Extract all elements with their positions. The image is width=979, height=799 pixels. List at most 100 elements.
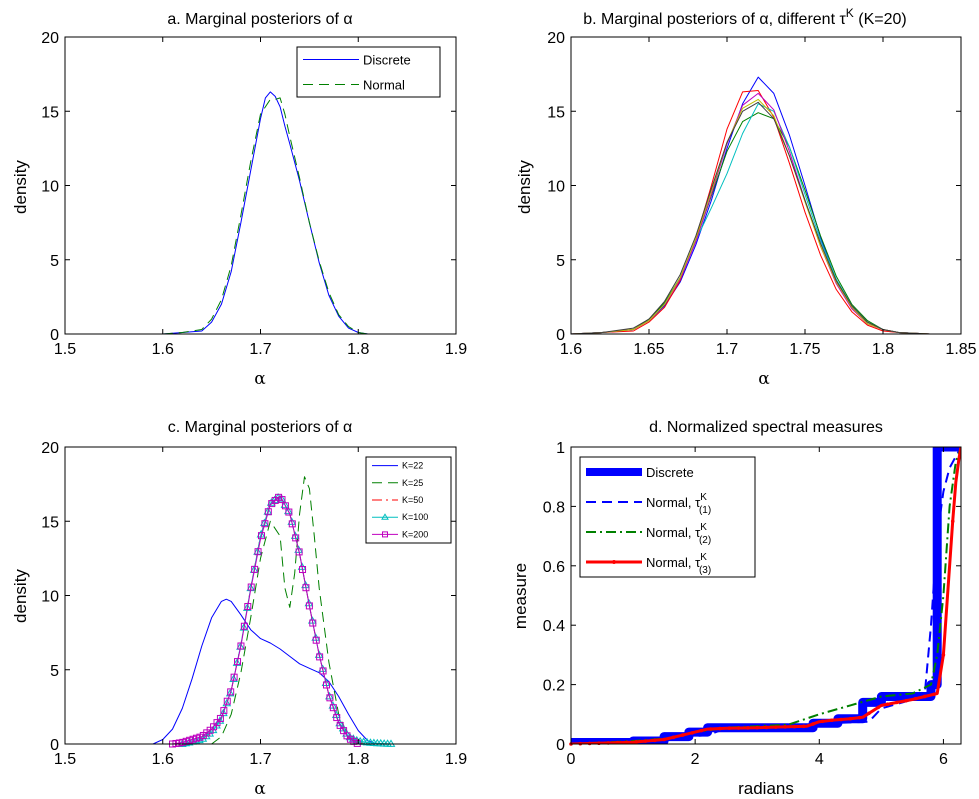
series-marker-square bbox=[319, 667, 327, 675]
y-tick-label: 5 bbox=[50, 253, 59, 270]
series-marker-triangle bbox=[222, 698, 232, 707]
series-marker-square bbox=[292, 534, 300, 542]
legend-label-sup: K bbox=[700, 552, 707, 563]
legend-label-sub: (2) bbox=[699, 535, 711, 546]
series-marker-dot bbox=[587, 741, 592, 746]
series-marker-triangle bbox=[283, 506, 293, 515]
legend-label: K=100 bbox=[402, 512, 428, 522]
series-line bbox=[182, 495, 393, 744]
x-tick-label: 1.8 bbox=[872, 341, 894, 358]
legend-label: Normal, τK (1) bbox=[646, 492, 711, 516]
series-marker-dot bbox=[774, 725, 778, 729]
series-marker-dot bbox=[736, 726, 741, 730]
legend-label-text: K=22 bbox=[402, 461, 423, 471]
panel-a: a. Marginal posteriors of α α density 1.… bbox=[11, 11, 467, 389]
legend-label: Normal bbox=[363, 78, 405, 93]
series-line bbox=[571, 101, 930, 334]
x-tick-label: 1.6 bbox=[560, 341, 582, 358]
legend-label-text: Discrete bbox=[646, 465, 694, 480]
series-marker-triangle bbox=[195, 735, 204, 744]
x-tick-label: 1.7 bbox=[249, 341, 271, 358]
series-line bbox=[571, 103, 930, 334]
x-tick-label: 1.8 bbox=[347, 341, 369, 358]
series-marker-square bbox=[257, 532, 265, 540]
x-tick-label: 1.7 bbox=[716, 341, 738, 358]
panel-d: d. Normalized spectral measures radians … bbox=[511, 419, 962, 798]
series-marker-square bbox=[223, 697, 231, 705]
series-marker-dot bbox=[727, 726, 732, 730]
y-tick-label: 20 bbox=[547, 30, 565, 47]
series-marker-dot bbox=[950, 519, 955, 524]
series-marker-dot bbox=[708, 727, 713, 731]
series-marker-triangle bbox=[280, 500, 290, 508]
x-tick-label: 1.5 bbox=[54, 751, 76, 768]
series-marker-dot bbox=[820, 719, 825, 724]
series-marker-square bbox=[244, 602, 252, 610]
series-marker-dot bbox=[792, 724, 797, 729]
legend-label: Discrete bbox=[363, 53, 411, 68]
legend-label-text: Normal, τ bbox=[646, 525, 701, 540]
series-marker-square bbox=[247, 583, 255, 591]
series-marker-square bbox=[264, 508, 272, 516]
series-marker-dot bbox=[829, 718, 834, 723]
y-tick-label: 10 bbox=[41, 589, 59, 606]
panel-b-title-main: b. Marginal posteriors of α, different τ bbox=[583, 11, 846, 28]
y-tick-label: 0.6 bbox=[543, 559, 565, 576]
y-tick-label: 0 bbox=[50, 327, 59, 344]
series-marker-square bbox=[309, 619, 317, 627]
y-tick-label: 20 bbox=[41, 30, 59, 47]
y-tick-label: 0 bbox=[556, 327, 565, 344]
series-marker-square bbox=[230, 673, 238, 681]
series-marker-dot bbox=[783, 725, 787, 729]
series-line bbox=[162, 97, 369, 334]
series-marker-square bbox=[237, 642, 245, 650]
series-marker-dot bbox=[848, 716, 853, 721]
panel-c-xlabel: α bbox=[254, 779, 266, 799]
x-tick-label: 6 bbox=[939, 751, 948, 768]
y-tick-label: 0.8 bbox=[543, 499, 565, 516]
y-tick-label: 1 bbox=[556, 440, 565, 457]
x-tick-label: 0 bbox=[567, 751, 576, 768]
series-marker-dot bbox=[746, 726, 750, 730]
series-line bbox=[152, 598, 378, 744]
panel-d-xlabel: radians bbox=[738, 779, 794, 798]
legend-label: K=22 bbox=[402, 461, 423, 471]
panel-a-ylabel: density bbox=[11, 160, 30, 214]
series-marker-square bbox=[261, 520, 269, 528]
series-marker-dot bbox=[764, 725, 769, 730]
series-marker-square bbox=[302, 584, 310, 592]
series-marker-dot bbox=[680, 733, 685, 737]
panel-d-title: d. Normalized spectral measures bbox=[649, 419, 883, 436]
series-marker-dot bbox=[652, 738, 657, 743]
series-marker-square bbox=[216, 714, 224, 722]
series-marker-square bbox=[240, 622, 248, 630]
series-marker-dot bbox=[904, 698, 908, 703]
legend-marker bbox=[382, 531, 388, 538]
legend-label-sub: (3) bbox=[699, 565, 711, 576]
series-marker-dot bbox=[885, 702, 890, 707]
series-line bbox=[182, 495, 369, 744]
series-marker-square bbox=[329, 704, 337, 712]
legend-label-text: Normal, τ bbox=[646, 495, 701, 510]
series-line bbox=[571, 447, 961, 744]
series-marker-dot bbox=[923, 694, 927, 699]
x-tick-label: 1.8 bbox=[347, 751, 369, 768]
y-tick-label: 0.2 bbox=[543, 678, 565, 695]
series-line bbox=[571, 90, 930, 334]
series-line bbox=[571, 76, 930, 334]
series-marker-dot bbox=[671, 735, 676, 740]
y-tick-label: 20 bbox=[41, 440, 59, 457]
series-marker-square bbox=[220, 707, 228, 715]
panel-b: b. Marginal posteriors of α, different τ… bbox=[515, 6, 977, 389]
series-marker-dot bbox=[690, 731, 694, 735]
series-marker-square bbox=[316, 653, 324, 661]
panel-b-title: b. Marginal posteriors of α, different τ… bbox=[583, 6, 906, 28]
y-tick-label: 15 bbox=[41, 104, 59, 121]
series-marker-dot bbox=[811, 722, 815, 726]
series-marker-square bbox=[234, 658, 242, 666]
legend-label-text: K=25 bbox=[402, 478, 423, 488]
legend-box bbox=[579, 456, 756, 578]
legend-label-sup: K bbox=[700, 522, 707, 533]
series-marker-dot bbox=[625, 740, 629, 745]
